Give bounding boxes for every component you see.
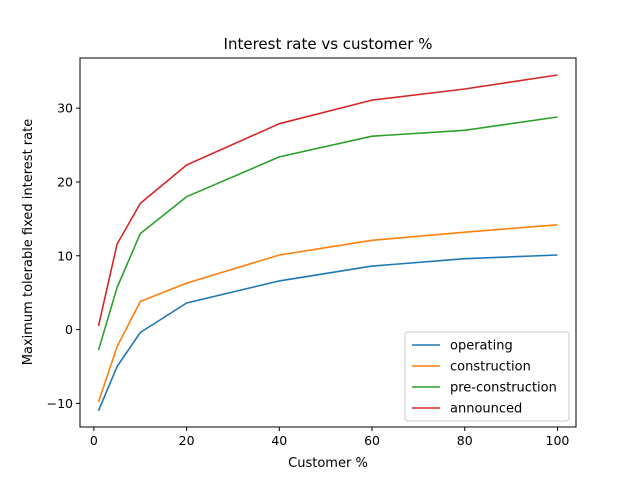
chart-title: Interest rate vs customer % [224, 35, 433, 53]
plot-lines [97, 74, 558, 412]
y-tick-label: 20 [57, 174, 73, 189]
y-tick-label: 30 [57, 101, 73, 116]
x-tick-label: 20 [179, 433, 195, 448]
series-line-construction [97, 224, 558, 403]
legend: operating construction pre-construction ann… [404, 331, 570, 422]
y-axis: −10 0 10 20 30 [47, 101, 80, 411]
y-tick-label: 0 [65, 322, 73, 337]
series-line-announced [97, 74, 558, 327]
x-tick-label: 60 [364, 433, 380, 448]
legend-label-pre-construction: pre-construction [450, 381, 557, 396]
legend-frame [404, 331, 570, 422]
x-axis-label: Customer % [288, 456, 368, 471]
legend-label-announced: announced [450, 402, 522, 417]
x-tick-label: 100 [546, 433, 570, 448]
plot-area-frame [79, 57, 577, 428]
y-tick-label: 10 [57, 248, 73, 263]
series-line-operating [97, 254, 558, 412]
x-tick-label: 0 [90, 433, 98, 448]
x-axis: 0 20 40 60 80 100 [90, 427, 570, 448]
x-tick-label: 80 [457, 433, 473, 448]
series-line-pre-construction [97, 116, 558, 351]
y-tick-label: −10 [47, 396, 73, 411]
y-axis-label: Maximum tolerable fixed interest rate [21, 119, 36, 365]
x-tick-label: 40 [271, 433, 287, 448]
legend-label-operating: operating [450, 339, 513, 354]
legend-label-construction: construction [450, 360, 531, 375]
